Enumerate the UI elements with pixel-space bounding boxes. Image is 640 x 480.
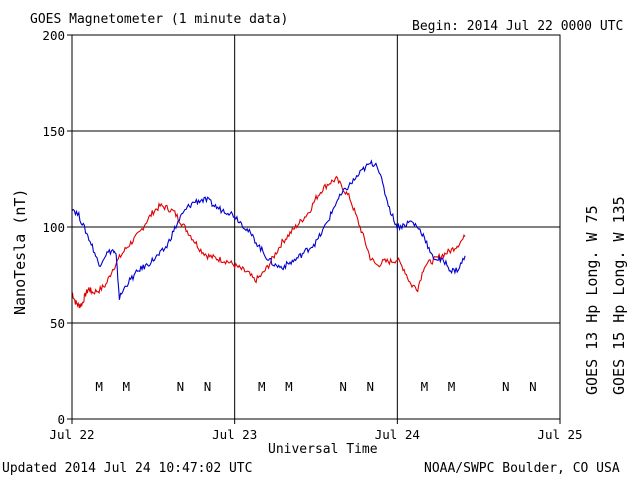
x-axis-ticks: Jul 22 Jul 23 Jul 24 Jul 25 [49,419,583,442]
series-lines [71,159,466,309]
updated-timestamp: Updated 2014 Jul 24 10:47:02 UTC [2,461,252,476]
y-tick-label: 200 [42,28,65,43]
x-tick-label: Jul 22 [49,427,94,442]
midnight-marker: M [95,379,103,394]
midnight-marker: M [258,379,266,394]
y-tick-label: 50 [50,316,65,331]
x-tick-label: Jul 24 [375,427,420,442]
noon-marker: N [204,379,212,394]
series-line-goes13 [71,175,466,309]
noon-marker: N [177,379,185,394]
y-tick-label: 0 [57,412,65,427]
noon-marker: N [529,379,537,394]
y-axis-ticks: 0 50 100 150 200 [42,28,72,427]
y-tick-label: 100 [42,220,65,235]
midnight-marker: M [421,379,429,394]
noon-marker: N [339,379,347,394]
midnight-marker: M [448,379,456,394]
y-tick-label: 150 [42,124,65,139]
credit-text: NOAA/SWPC Boulder, CO USA [424,461,620,476]
midnight-marker: M [285,379,293,394]
y-axis-label: NanoTesla (nT) [11,189,29,315]
plot-frame [71,34,561,420]
chart-title: GOES Magnetometer (1 minute data) [30,12,288,27]
begin-time: Begin: 2014 Jul 22 0000 UTC [412,19,623,34]
x-axis-label: Universal Time [268,442,378,457]
series-line-goes15 [71,159,466,300]
x-tick-label: Jul 25 [537,427,582,442]
legend-goes13: GOES 13 Hp Long. W 75 [583,205,601,395]
chart-grid [72,35,560,419]
legend-goes15: GOES 15 Hp Long. W 135 [610,196,628,395]
midnight-marker: M [122,379,130,394]
noon-marker: N [366,379,374,394]
x-tick-label: Jul 23 [212,427,257,442]
noon-marker: N [502,379,510,394]
